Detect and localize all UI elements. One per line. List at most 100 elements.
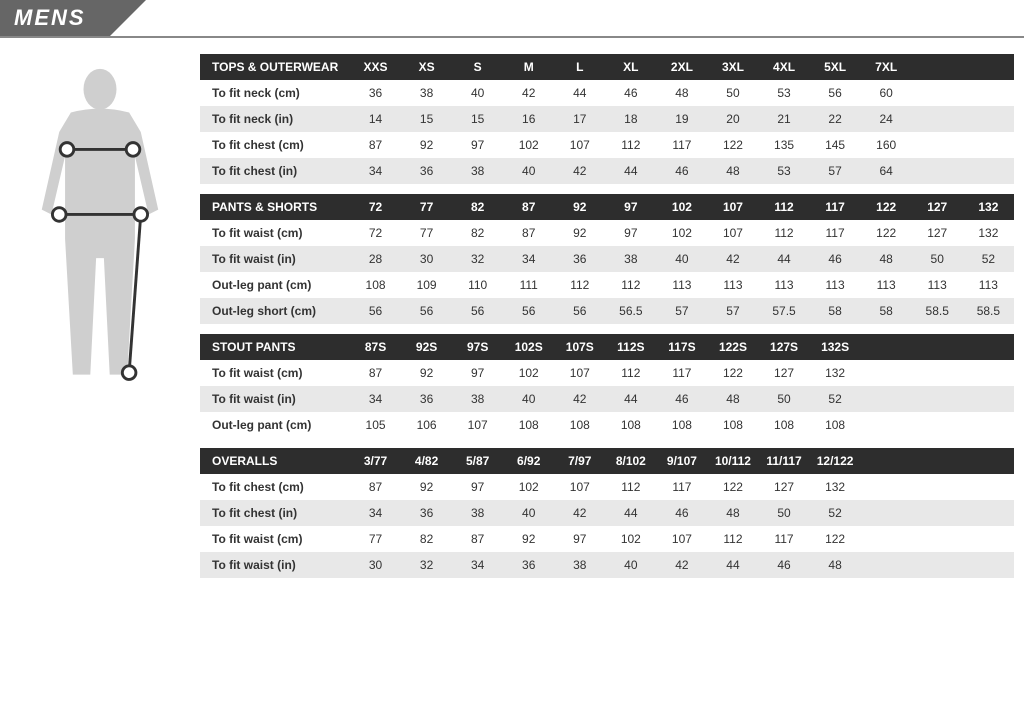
size-header: 132S [810,334,861,360]
cell: 32 [452,246,503,272]
cell: 127 [759,474,810,500]
page-header: MENS [0,0,1024,36]
cell: 38 [605,246,656,272]
cell: 18 [605,106,656,132]
table-row: Out-leg pant (cm)10810911011111211211311… [200,272,1014,298]
table-title: STOUT PANTS [200,334,350,360]
header-tab: MENS [0,0,110,36]
page-title: MENS [0,5,110,31]
cell: 50 [759,386,810,412]
cell: 58.5 [912,298,963,324]
cell: 112 [707,526,758,552]
cell: 97 [452,474,503,500]
cell: 36 [554,246,605,272]
cell: 36 [350,80,401,106]
cell: 14 [350,106,401,132]
size-header: 4XL [759,54,810,80]
cell: 44 [605,158,656,184]
size-header: 97 [605,194,656,220]
size-header: 9/107 [656,448,707,474]
cell: 77 [350,526,401,552]
cell [861,474,912,500]
table-row: To fit waist (cm)77828792971021071121171… [200,526,1014,552]
size-header: 3XL [707,54,758,80]
cell: 24 [861,106,912,132]
cell: 127 [912,220,963,246]
cell: 56 [401,298,452,324]
cell: 92 [401,474,452,500]
cell: 82 [401,526,452,552]
cell: 87 [350,132,401,158]
size-header: 132 [963,194,1014,220]
cell: 97 [605,220,656,246]
cell: 60 [861,80,912,106]
cell: 113 [810,272,861,298]
cell: 38 [401,80,452,106]
cell: 20 [707,106,758,132]
cell: 102 [503,132,554,158]
cell: 52 [963,246,1014,272]
size-header: 92 [554,194,605,220]
size-header [912,54,963,80]
cell: 36 [401,500,452,526]
cell: 58.5 [963,298,1014,324]
size-header: 112 [759,194,810,220]
table-row: To fit waist (cm)87929710210711211712212… [200,360,1014,386]
cell: 58 [810,298,861,324]
row-label: Out-leg pant (cm) [200,412,350,438]
row-label: To fit waist (cm) [200,220,350,246]
cell: 42 [656,552,707,578]
size-table: TOPS & OUTERWEARXXSXSSMLXL2XL3XL4XL5XL7X… [200,54,1014,184]
cell: 132 [963,220,1014,246]
table-row: Out-leg pant (cm)10510610710810810810810… [200,412,1014,438]
table-row: To fit chest (in)3436384042444648535764 [200,158,1014,184]
cell: 48 [707,500,758,526]
size-header: L [554,54,605,80]
cell [963,360,1014,386]
cell: 46 [656,500,707,526]
table-row: To fit chest (cm)87929710210711211712213… [200,132,1014,158]
cell: 56.5 [605,298,656,324]
size-header: 127S [759,334,810,360]
cell: 56 [503,298,554,324]
size-header: 102 [656,194,707,220]
cell: 57 [656,298,707,324]
cell: 112 [554,272,605,298]
cell [861,500,912,526]
cell: 36 [401,386,452,412]
size-header [963,448,1014,474]
cell: 21 [759,106,810,132]
cell: 117 [759,526,810,552]
cell: 56 [810,80,861,106]
cell: 40 [605,552,656,578]
cell: 145 [810,132,861,158]
size-header: 2XL [656,54,707,80]
size-header: XS [401,54,452,80]
cell [861,412,912,438]
size-header: 92S [401,334,452,360]
cell: 92 [554,220,605,246]
cell: 40 [452,80,503,106]
cell [963,158,1014,184]
cell: 57 [810,158,861,184]
cell: 40 [656,246,707,272]
cell: 34 [350,158,401,184]
size-tables: TOPS & OUTERWEARXXSXSSMLXL2XL3XL4XL5XL7X… [200,54,1014,588]
cell: 113 [861,272,912,298]
cell: 64 [861,158,912,184]
cell: 107 [707,220,758,246]
cell: 112 [605,360,656,386]
cell: 42 [707,246,758,272]
row-label: To fit chest (cm) [200,132,350,158]
table-row: To fit neck (in)1415151617181920212224 [200,106,1014,132]
cell: 135 [759,132,810,158]
cell: 30 [401,246,452,272]
size-header: 4/82 [401,448,452,474]
cell: 117 [656,132,707,158]
cell: 127 [759,360,810,386]
size-header: 87 [503,194,554,220]
cell: 42 [503,80,554,106]
size-header: 107 [707,194,758,220]
cell: 32 [401,552,452,578]
cell: 46 [656,386,707,412]
